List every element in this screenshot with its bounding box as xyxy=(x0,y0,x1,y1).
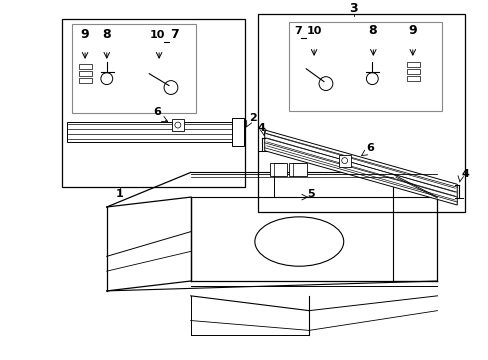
Text: 5: 5 xyxy=(306,189,314,199)
Text: 9: 9 xyxy=(80,28,89,41)
Bar xyxy=(232,118,244,146)
Text: 9: 9 xyxy=(407,24,416,37)
FancyBboxPatch shape xyxy=(289,163,306,176)
Text: 1: 1 xyxy=(116,189,123,199)
Bar xyxy=(62,19,244,187)
Bar xyxy=(338,155,350,167)
Polygon shape xyxy=(264,130,456,205)
Bar xyxy=(67,122,233,142)
Bar xyxy=(406,62,419,67)
Text: 10: 10 xyxy=(306,26,322,36)
Text: 7: 7 xyxy=(170,28,178,41)
Bar xyxy=(172,119,183,131)
Bar xyxy=(406,76,419,81)
Bar xyxy=(257,14,464,212)
Text: 7: 7 xyxy=(294,26,302,36)
Bar xyxy=(79,64,92,69)
Bar xyxy=(79,71,92,76)
Bar xyxy=(79,78,92,82)
Ellipse shape xyxy=(254,217,343,266)
Bar xyxy=(406,69,419,74)
Text: 6: 6 xyxy=(153,107,161,117)
Text: 8: 8 xyxy=(367,24,376,37)
Text: 3: 3 xyxy=(348,1,357,14)
Text: 8: 8 xyxy=(102,28,110,41)
Text: 4: 4 xyxy=(257,123,265,133)
Bar xyxy=(289,22,442,111)
Text: 4: 4 xyxy=(460,169,468,179)
Text: 2: 2 xyxy=(248,113,256,123)
Text: 10: 10 xyxy=(149,30,164,40)
Bar xyxy=(72,24,195,113)
FancyBboxPatch shape xyxy=(269,163,287,176)
Text: 6: 6 xyxy=(366,143,373,153)
